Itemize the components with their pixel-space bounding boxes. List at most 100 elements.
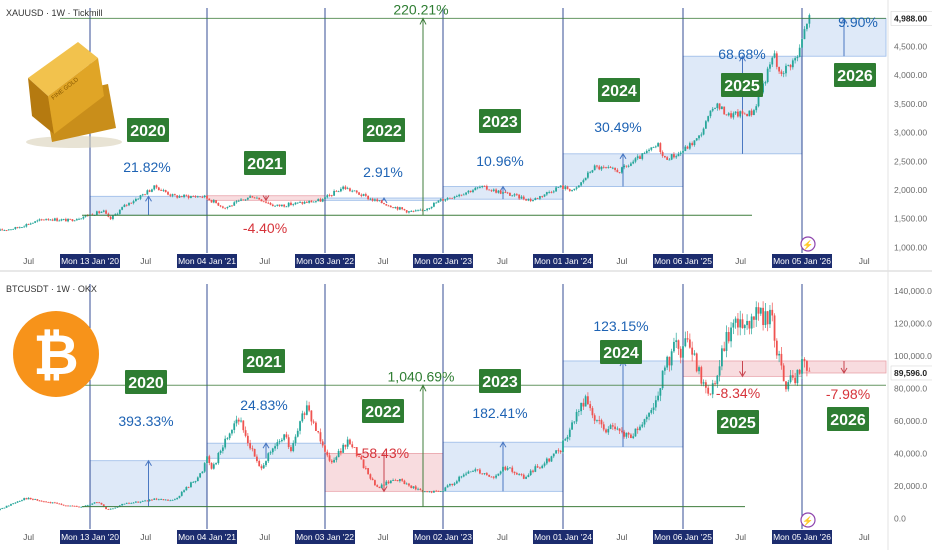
candle-body <box>194 481 197 483</box>
panel-title: BTCUSDT · 1W · OKX <box>6 284 97 294</box>
candle-body <box>607 429 610 433</box>
candle-body <box>260 466 263 469</box>
candle-body <box>566 186 569 190</box>
candle-body <box>643 153 646 154</box>
candle-body <box>132 201 135 204</box>
candle-body <box>389 205 392 208</box>
candle-body <box>465 473 467 475</box>
candle-body <box>584 177 587 181</box>
candle-body <box>308 200 311 203</box>
candle-body <box>276 442 279 447</box>
candle-body <box>100 502 103 505</box>
candle-body <box>541 465 544 469</box>
candle-body <box>125 204 128 206</box>
x-tick-label: Jul <box>140 532 151 542</box>
candle-body <box>157 499 160 501</box>
candle-body <box>351 444 354 448</box>
candle-body <box>276 204 279 206</box>
candle-body <box>587 172 589 178</box>
candle-body <box>215 200 217 204</box>
candle-body <box>226 438 229 439</box>
year-change-label: 68.68% <box>718 46 765 62</box>
candle-body <box>330 195 333 196</box>
candle-body <box>178 196 181 198</box>
candle-body <box>511 195 514 197</box>
candle-body <box>40 219 43 221</box>
candle-body <box>385 204 388 206</box>
candle-body <box>190 482 192 488</box>
candle-body <box>278 441 281 443</box>
gold-bar-front <box>48 58 104 134</box>
candle-body <box>423 210 426 211</box>
candle-body <box>575 411 578 422</box>
candle-body <box>387 481 390 484</box>
candle-body <box>367 468 370 475</box>
candle-body <box>639 156 641 159</box>
candle-body <box>360 456 363 460</box>
y-tick-label: 2,000.00 <box>894 185 927 195</box>
candle-body <box>269 452 272 454</box>
candle-body <box>398 479 401 482</box>
candle-body <box>557 187 560 188</box>
candle-body <box>439 199 442 201</box>
candle-body <box>513 471 516 474</box>
x-tick-label: Jul <box>378 256 389 266</box>
candle-body <box>479 187 481 188</box>
y-tick-label: 40,000.0 <box>894 448 927 458</box>
candle-body <box>235 201 238 203</box>
candle-body <box>374 480 376 486</box>
candle-body <box>25 224 28 227</box>
candle-body <box>349 439 351 445</box>
candle-body <box>607 167 610 168</box>
candle-body <box>446 197 449 200</box>
candle-body <box>362 194 365 196</box>
candle-body <box>439 491 442 493</box>
candle-body <box>444 487 447 492</box>
candle-body <box>376 199 379 202</box>
candle-body <box>577 411 580 412</box>
candle-body <box>780 71 783 74</box>
candle-body <box>625 432 628 437</box>
candle-body <box>750 316 753 329</box>
candle-body <box>410 211 413 212</box>
candle-body <box>84 505 87 507</box>
candle-body <box>196 477 199 482</box>
candle-body <box>121 503 124 506</box>
candle-body <box>485 186 488 190</box>
candle-body <box>522 196 525 200</box>
panel-title: XAUUSD · 1W · Tickmill <box>6 8 103 18</box>
candle-body <box>321 199 324 202</box>
bitcoin-circle <box>13 311 99 397</box>
candle-body <box>673 341 675 352</box>
candle-body <box>267 453 270 462</box>
candle-body <box>148 190 151 192</box>
candle-body <box>62 504 65 506</box>
candle-body <box>515 473 518 475</box>
candle-body <box>666 356 669 368</box>
candle-body <box>25 498 28 500</box>
candle-body <box>435 202 438 204</box>
candle-body <box>796 56 799 59</box>
candle-body <box>449 197 451 199</box>
candle-body <box>93 502 96 504</box>
x-tick-label: Jul <box>140 256 151 266</box>
candle-body <box>346 439 349 447</box>
candle-body <box>555 450 557 454</box>
candle-body <box>527 475 530 478</box>
candle-body <box>301 202 304 204</box>
candle-body <box>509 192 511 196</box>
candle-body <box>679 152 682 154</box>
candle-body <box>328 195 331 196</box>
candle-body <box>663 155 666 158</box>
candle-body <box>49 219 52 221</box>
candle-body <box>571 422 573 430</box>
candle-body <box>766 311 769 325</box>
candle-body <box>280 439 283 442</box>
candle-body <box>787 64 790 66</box>
candle-body <box>303 413 306 415</box>
candle-body <box>342 186 345 189</box>
year-change-label: 182.41% <box>472 405 527 421</box>
candle-body <box>518 194 521 199</box>
candle-body <box>789 375 792 383</box>
